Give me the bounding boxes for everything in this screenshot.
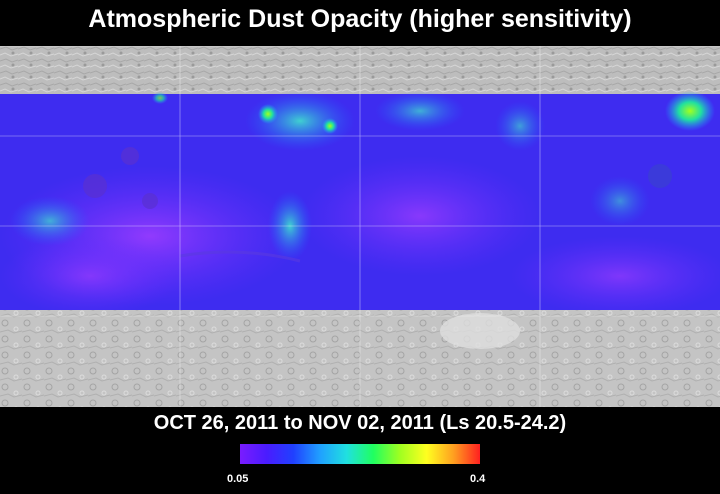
mars-dust-map (0, 46, 720, 407)
map-title: Atmospheric Dust Opacity (higher sensiti… (88, 5, 632, 33)
date-range-label: OCT 26, 2011 to NOV 02, 2011 (Ls 20.5-24… (153, 412, 567, 434)
map-svg (0, 46, 720, 407)
lat-lon-grid (0, 46, 720, 407)
colorbar-gradient (240, 444, 480, 464)
colorbar-max-label: 0.4 (470, 473, 486, 485)
colorbar (240, 444, 480, 464)
colorbar-min-label: 0.05 (227, 473, 249, 485)
